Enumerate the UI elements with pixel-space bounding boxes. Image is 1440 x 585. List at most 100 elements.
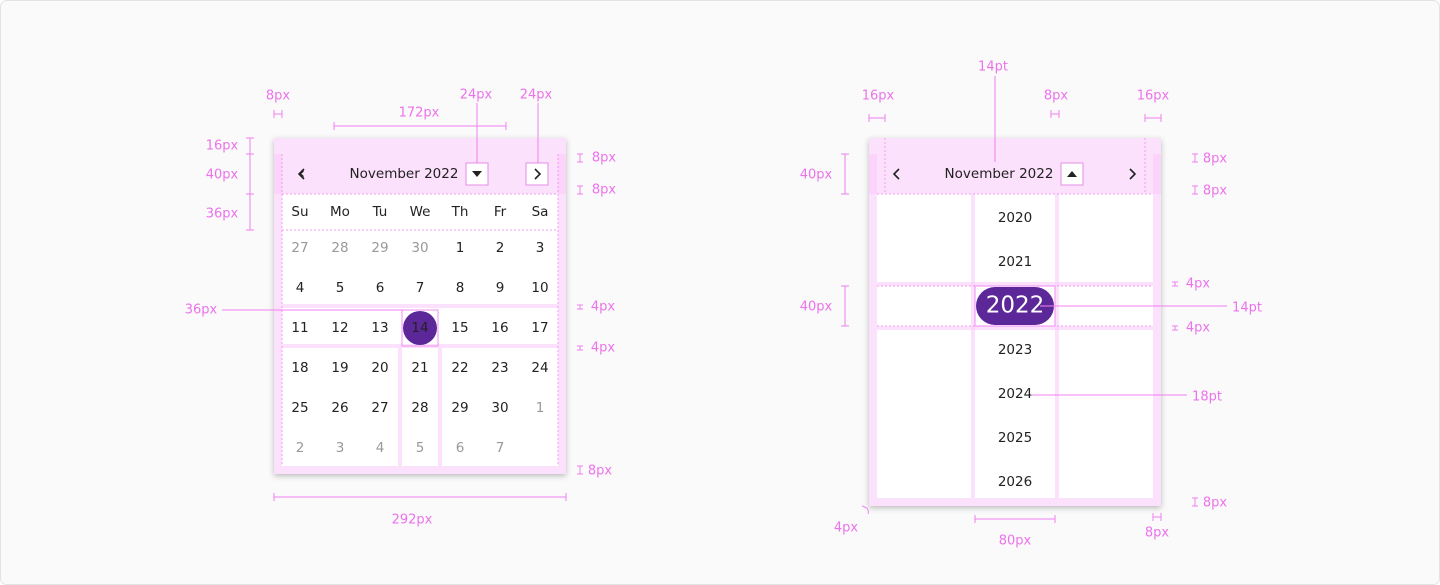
day[interactable]: 2 — [496, 240, 505, 256]
year[interactable]: 2021 — [998, 254, 1032, 270]
day[interactable]: 3 — [336, 440, 345, 456]
day[interactable]: 14 — [411, 320, 428, 336]
day[interactable]: 7 — [416, 280, 425, 296]
day[interactable]: 28 — [411, 400, 428, 416]
month-label[interactable]: November 2022 — [945, 166, 1054, 182]
dimension-line — [577, 465, 583, 475]
day[interactable]: 23 — [491, 360, 508, 376]
dimension-line — [577, 304, 583, 310]
annotation: 4px — [834, 521, 859, 536]
day[interactable]: 2 — [296, 440, 305, 456]
day[interactable]: 29 — [371, 240, 388, 256]
selected-day[interactable] — [403, 311, 437, 345]
day[interactable]: 6 — [376, 280, 385, 296]
day[interactable]: 30 — [411, 240, 428, 256]
day[interactable]: 21 — [411, 360, 428, 376]
right-annotations: 14pt 16px 8px 16px 40px 8px 8px 40px 4px… — [800, 60, 1262, 549]
annotation: 14pt — [978, 60, 1008, 75]
year[interactable]: 2020 — [998, 210, 1032, 226]
day[interactable]: 4 — [376, 440, 385, 456]
day[interactable]: 6 — [456, 440, 465, 456]
dimension-line — [1152, 513, 1162, 521]
annotation: 8px — [266, 89, 291, 104]
annotation: 4px — [1186, 277, 1211, 292]
dimension-line — [1172, 325, 1178, 331]
gap-band — [438, 348, 442, 466]
left-annotations: 8px 172px 24px 24px 16px 40px 36px 8px 8… — [185, 88, 617, 528]
weekday-label: Su — [291, 204, 308, 220]
day[interactable]: 27 — [371, 400, 388, 416]
dimension-line — [1192, 185, 1198, 195]
day[interactable]: 19 — [331, 360, 348, 376]
annotation: 8px — [588, 464, 613, 479]
day[interactable]: 5 — [416, 440, 425, 456]
day[interactable]: 25 — [291, 400, 308, 416]
year[interactable]: 2023 — [998, 342, 1032, 358]
gap-band — [877, 282, 1153, 286]
day[interactable]: 13 — [371, 320, 388, 336]
gap-band — [1055, 194, 1059, 498]
annotation: 40px — [800, 168, 833, 183]
weekday-label: Fr — [494, 204, 507, 220]
day[interactable]: 22 — [451, 360, 468, 376]
selected-year[interactable] — [976, 287, 1054, 325]
annotation: 16px — [862, 89, 895, 104]
annotation: 8px — [592, 151, 617, 166]
day[interactable]: 29 — [451, 400, 468, 416]
prev-button[interactable]: ‹ — [299, 164, 305, 183]
annotation: 4px — [1186, 321, 1211, 336]
gap-band — [282, 304, 558, 308]
day[interactable]: 26 — [331, 400, 348, 416]
gap-band — [971, 194, 975, 498]
year[interactable]: 2026 — [998, 474, 1032, 490]
day[interactable]: 18 — [291, 360, 308, 376]
day[interactable]: 28 — [331, 240, 348, 256]
day[interactable]: 9 — [496, 280, 505, 296]
day[interactable]: 3 — [536, 240, 545, 256]
day[interactable]: 1 — [536, 400, 545, 416]
annotation: 8px — [1145, 526, 1170, 541]
day[interactable]: 10 — [531, 280, 548, 296]
dimension-line — [273, 493, 567, 501]
day[interactable]: 20 — [371, 360, 388, 376]
year[interactable]: 2025 — [998, 430, 1032, 446]
day[interactable]: 5 — [336, 280, 345, 296]
padding-band — [274, 466, 566, 474]
dropdown-icon — [472, 171, 482, 177]
year[interactable]: 2022 — [986, 293, 1045, 319]
annotation: 4px — [591, 341, 616, 356]
day[interactable]: 11 — [291, 320, 308, 336]
day[interactable]: 27 — [291, 240, 308, 256]
dimension-line — [577, 153, 583, 163]
day[interactable]: 15 — [451, 320, 468, 336]
dimension-line — [1172, 281, 1178, 287]
year[interactable]: 2024 — [998, 386, 1032, 402]
day[interactable]: 4 — [296, 280, 305, 296]
header-band — [869, 154, 1161, 194]
annotation: 8px — [1203, 184, 1228, 199]
annotation: 172px — [399, 106, 440, 121]
prev-icon — [297, 168, 305, 180]
day[interactable]: 30 — [491, 400, 508, 416]
dimension-line — [841, 153, 849, 195]
next-icon[interactable] — [1129, 168, 1137, 180]
day[interactable]: 24 — [531, 360, 548, 376]
day[interactable]: 8 — [456, 280, 465, 296]
day[interactable]: 16 — [491, 320, 508, 336]
weekday-label: Sa — [532, 204, 549, 220]
dimension-line — [1144, 114, 1162, 122]
padding-band — [1153, 154, 1161, 498]
annotation: 16px — [206, 139, 239, 154]
month-label[interactable]: November 2022 — [350, 166, 459, 182]
day[interactable]: 7 — [496, 440, 505, 456]
prev-icon[interactable] — [892, 168, 900, 180]
day[interactable]: 1 — [456, 240, 465, 256]
day[interactable]: 12 — [331, 320, 348, 336]
dimension-line — [974, 515, 1056, 523]
weekday-label: Tu — [372, 204, 388, 220]
dimension-line — [868, 114, 886, 122]
next-button[interactable] — [525, 162, 549, 186]
day[interactable]: 17 — [531, 320, 548, 336]
gap-band — [877, 326, 1153, 330]
